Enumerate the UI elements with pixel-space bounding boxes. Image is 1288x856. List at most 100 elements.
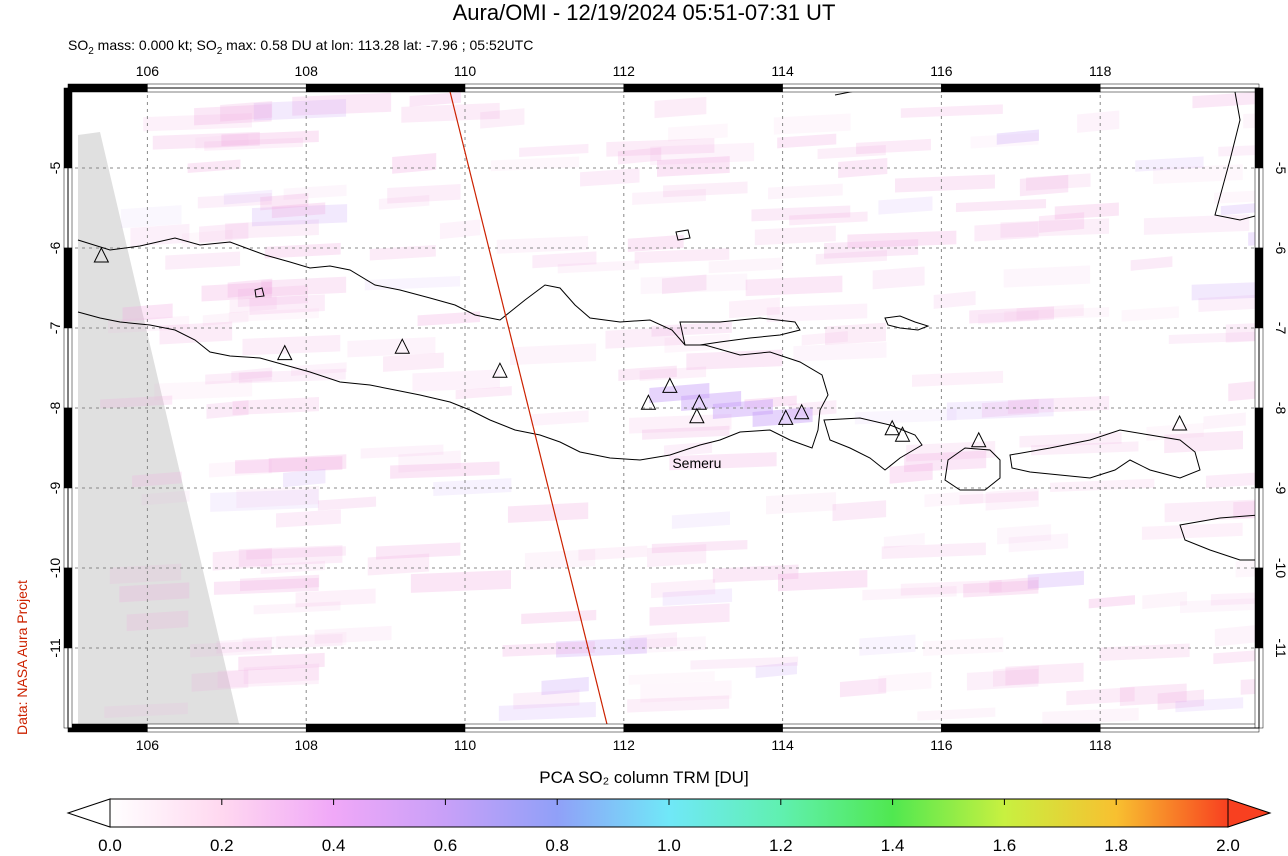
so2-pixel: [498, 701, 596, 722]
so2-pixel: [130, 223, 190, 247]
so2-pixel: [605, 326, 684, 349]
so2-pixel: [242, 633, 343, 650]
lon-tick-label-top: 112: [613, 63, 636, 79]
so2-pixel: [751, 205, 851, 222]
so2-pixel: [668, 123, 728, 142]
so2-pixel: [120, 205, 182, 229]
so2-pixel: [519, 143, 589, 157]
so2-pixel: [1198, 294, 1259, 313]
so2-pixel: [669, 452, 777, 471]
so2-pixel: [1210, 592, 1259, 606]
so2-pixel: [1225, 323, 1259, 343]
so2-pixel: [1016, 304, 1084, 320]
so2-pixel: [970, 132, 1039, 149]
so2-pixel: [1077, 110, 1120, 133]
so2-pixel: [712, 564, 799, 583]
lat-tick-label-left: -10: [47, 558, 63, 578]
volcano-marker: [691, 394, 708, 410]
so2-pixel: [618, 365, 677, 381]
volcano-marker: [793, 403, 810, 420]
colorbar: [66, 798, 1272, 828]
so2-pixel: [264, 242, 341, 259]
so2-pixel: [1143, 214, 1250, 235]
so2-pixel: [1220, 202, 1259, 216]
so2-pixel: [854, 408, 957, 425]
so2-pixel: [815, 250, 887, 265]
map-frame: [63, 83, 1264, 733]
so2-pixel: [1121, 306, 1179, 322]
so2-pixels: [100, 92, 1259, 725]
so2-pixel: [878, 196, 933, 215]
sumba-coastline: [1179, 514, 1259, 561]
so2-pixel: [578, 545, 648, 561]
so2-pixel: [496, 235, 589, 254]
so2-pixel: [1003, 265, 1091, 288]
so2-pixel: [276, 631, 347, 649]
lon-tick-label-bottom: 112: [613, 737, 636, 753]
lon-tick-label-top: 116: [930, 63, 953, 79]
so2-pixel: [686, 349, 783, 371]
colorbar-tick-label: 0.2: [209, 836, 234, 855]
so2-pixel: [530, 410, 589, 427]
so2-pixel: [480, 108, 525, 129]
colorbar-tick-label: 0.0: [98, 836, 122, 855]
so2-pixel: [210, 489, 319, 512]
so2-pixel: [661, 274, 707, 295]
so2-pixel: [261, 276, 347, 297]
so2-pixel: [223, 189, 273, 205]
so2-pixel: [627, 695, 730, 713]
so2-pixel: [664, 333, 730, 353]
so2-pixel: [624, 636, 706, 654]
so2-pixel: [862, 585, 957, 601]
so2-pixel: [246, 546, 346, 560]
so2-pixel: [268, 454, 347, 473]
so2-pixel: [793, 342, 887, 362]
so2-pixel: [650, 142, 755, 166]
madura-coastline: [679, 317, 801, 346]
so2-pixel: [383, 352, 444, 372]
so2-pixel: [206, 400, 249, 419]
so2-pixel: [1026, 173, 1091, 191]
so2-pixel: [205, 370, 272, 385]
grid-lines: [68, 88, 1259, 728]
so2-pixel: [889, 462, 933, 484]
so2-pixel-high: [712, 399, 773, 419]
so2-pixel: [240, 574, 320, 592]
so2-pixel: [997, 524, 1052, 545]
so2-pixel: [642, 425, 730, 440]
so2-pixel: [236, 485, 320, 509]
so2-pixel: [260, 193, 309, 211]
so2-pixel: [524, 549, 596, 570]
so2-pixel: [387, 184, 461, 204]
so2-pixel: [634, 248, 730, 264]
so2-pixel: [1175, 697, 1244, 713]
so2-pixel: [152, 131, 260, 150]
so2-pixel: [510, 343, 597, 366]
so2-pixel: [276, 509, 341, 528]
so2-pixel: [789, 211, 868, 226]
so2-pixel: [100, 395, 173, 409]
so2-pixel: [213, 577, 319, 595]
so2-pixel: [1038, 212, 1085, 233]
colorbar-tick-marks: [109, 799, 1229, 805]
so2-pixel: [1157, 689, 1204, 710]
so2-pixel: [778, 570, 868, 592]
so2-pixel: [1179, 598, 1259, 614]
so2-pixel: [1007, 395, 1110, 414]
so2-pixel: [651, 540, 748, 554]
so2-pixel: [1000, 218, 1110, 238]
so2-pixel: [1192, 92, 1255, 109]
so2-pixel: [154, 379, 253, 401]
so2-pixel: [295, 588, 376, 608]
volcano-marker: [689, 407, 705, 424]
so2-pixel: [1066, 687, 1135, 706]
so2-pixel: [347, 336, 436, 358]
so2-pixel: [433, 478, 512, 497]
so2-pixel: [640, 273, 748, 295]
so2-pixel: [208, 459, 272, 478]
so2-pixel: [627, 234, 684, 252]
bawean-island: [254, 287, 265, 298]
so2-pixel: [132, 471, 182, 488]
lon-tick-label-bottom: 106: [136, 737, 160, 753]
so2-pixel: [220, 100, 273, 122]
